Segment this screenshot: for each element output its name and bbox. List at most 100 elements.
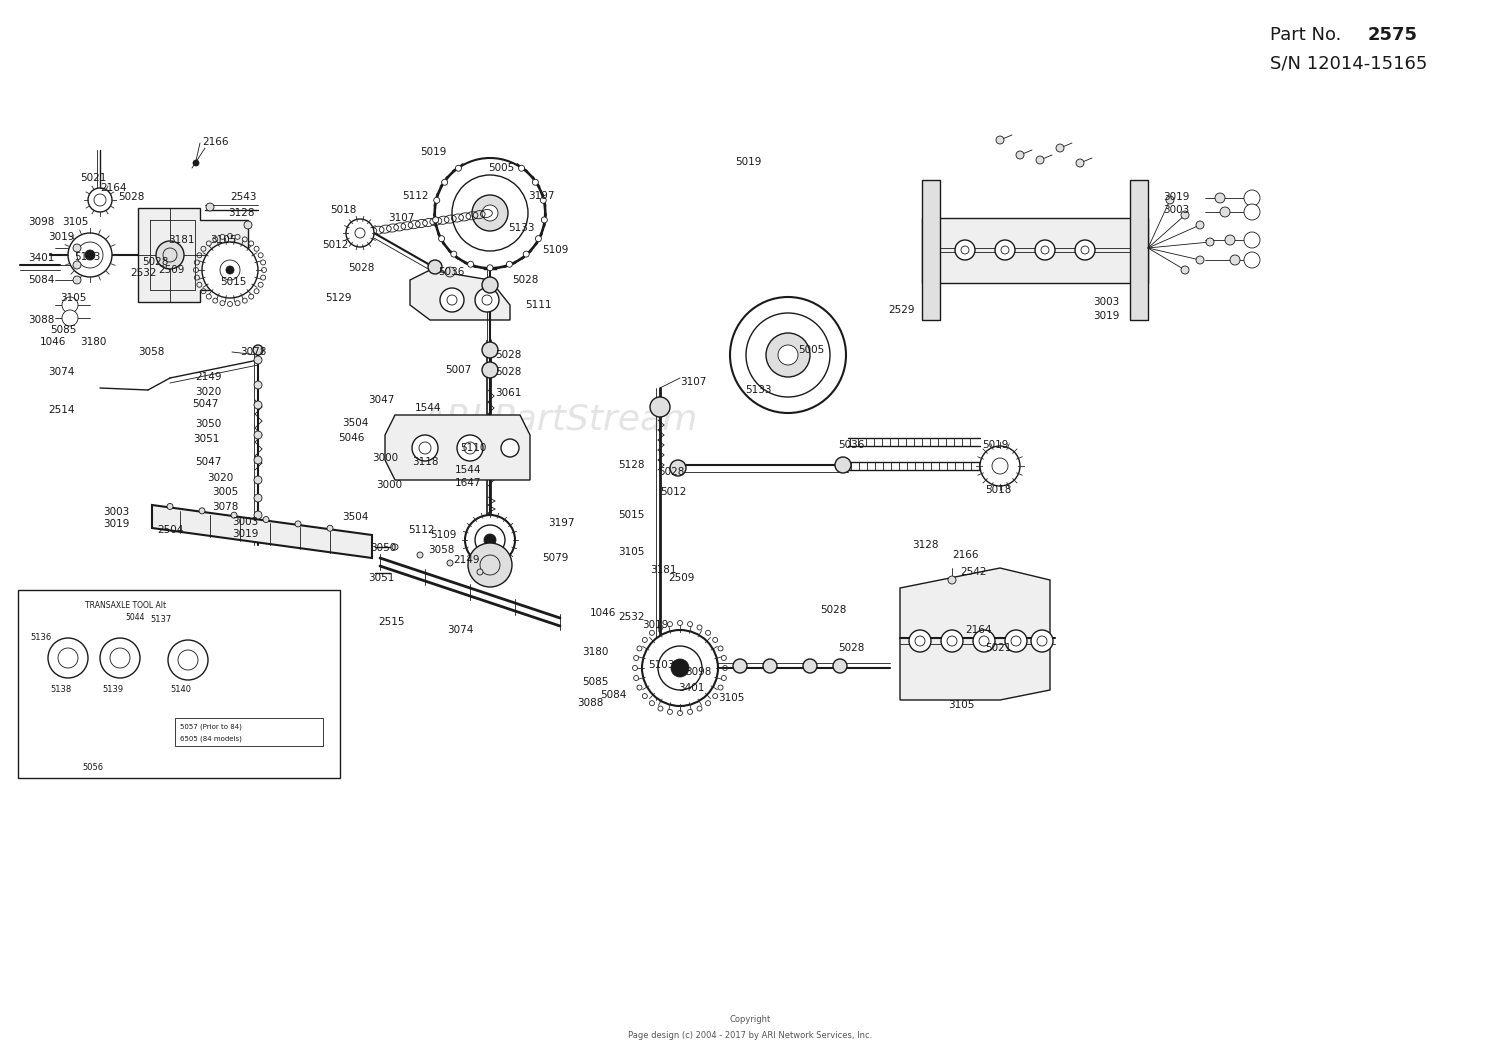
Circle shape bbox=[465, 515, 514, 565]
Text: Part No.: Part No. bbox=[1270, 26, 1347, 44]
Circle shape bbox=[994, 239, 1016, 260]
Text: 5021: 5021 bbox=[80, 173, 106, 183]
Circle shape bbox=[200, 507, 206, 514]
Circle shape bbox=[940, 630, 963, 652]
Text: 5139: 5139 bbox=[102, 686, 123, 694]
Circle shape bbox=[166, 503, 172, 510]
Text: 2532: 2532 bbox=[130, 268, 156, 279]
Text: 5138: 5138 bbox=[50, 686, 72, 694]
Circle shape bbox=[730, 298, 846, 413]
Text: 5137: 5137 bbox=[150, 615, 171, 625]
Text: 3003: 3003 bbox=[104, 507, 129, 517]
Text: 5044: 5044 bbox=[124, 613, 144, 621]
Text: 2149: 2149 bbox=[453, 555, 480, 565]
Text: 5047: 5047 bbox=[192, 399, 219, 409]
Circle shape bbox=[62, 298, 78, 313]
Circle shape bbox=[650, 397, 670, 417]
Circle shape bbox=[254, 494, 262, 502]
Text: 5007: 5007 bbox=[446, 365, 471, 375]
Text: 5005: 5005 bbox=[798, 345, 825, 354]
Text: 5112: 5112 bbox=[408, 525, 435, 535]
Polygon shape bbox=[922, 180, 940, 320]
Text: 3197: 3197 bbox=[548, 518, 574, 528]
Circle shape bbox=[226, 266, 234, 274]
Circle shape bbox=[413, 435, 438, 461]
Text: S/N 12014-15165: S/N 12014-15165 bbox=[1270, 54, 1428, 72]
Circle shape bbox=[734, 659, 747, 673]
Circle shape bbox=[254, 431, 262, 439]
Text: 3098: 3098 bbox=[686, 667, 711, 677]
Text: 2509: 2509 bbox=[158, 265, 184, 275]
Circle shape bbox=[948, 576, 956, 584]
Circle shape bbox=[438, 235, 444, 242]
Circle shape bbox=[254, 345, 262, 354]
Text: 3105: 3105 bbox=[948, 701, 975, 710]
Text: 3504: 3504 bbox=[342, 512, 369, 522]
Circle shape bbox=[1056, 143, 1064, 152]
Text: 2166: 2166 bbox=[202, 137, 228, 147]
Circle shape bbox=[202, 242, 258, 298]
Text: 3180: 3180 bbox=[582, 647, 609, 657]
Circle shape bbox=[458, 435, 483, 461]
Circle shape bbox=[74, 244, 81, 252]
Text: 1046: 1046 bbox=[40, 337, 66, 347]
Text: 5136: 5136 bbox=[30, 633, 51, 641]
Text: 3019: 3019 bbox=[232, 529, 258, 539]
Text: 5133: 5133 bbox=[509, 223, 534, 233]
Text: 3181: 3181 bbox=[168, 235, 195, 245]
Circle shape bbox=[833, 659, 848, 673]
Circle shape bbox=[206, 203, 214, 211]
Text: 3180: 3180 bbox=[80, 337, 106, 347]
Text: 5028: 5028 bbox=[348, 263, 375, 273]
Text: 3003: 3003 bbox=[232, 517, 258, 528]
Text: 2166: 2166 bbox=[952, 550, 978, 560]
Text: 3181: 3181 bbox=[650, 565, 676, 575]
Circle shape bbox=[440, 288, 464, 312]
Text: 5128: 5128 bbox=[618, 460, 645, 469]
Text: Page design (c) 2004 - 2017 by ARI Network Services, Inc.: Page design (c) 2004 - 2017 by ARI Netwo… bbox=[628, 1031, 872, 1039]
Circle shape bbox=[1206, 238, 1214, 246]
Circle shape bbox=[48, 638, 88, 678]
Circle shape bbox=[447, 560, 453, 565]
Circle shape bbox=[1226, 235, 1234, 245]
Text: 3197: 3197 bbox=[528, 191, 555, 202]
Text: 2509: 2509 bbox=[668, 573, 694, 583]
Text: 2532: 2532 bbox=[618, 612, 645, 622]
Circle shape bbox=[100, 638, 140, 678]
Circle shape bbox=[441, 179, 447, 186]
Circle shape bbox=[482, 342, 498, 358]
Text: 3107: 3107 bbox=[388, 213, 414, 223]
Circle shape bbox=[392, 544, 398, 550]
Text: 3128: 3128 bbox=[228, 208, 255, 218]
Text: 2529: 2529 bbox=[888, 305, 915, 315]
Text: 5140: 5140 bbox=[170, 686, 190, 694]
Circle shape bbox=[802, 659, 818, 673]
Text: 3051: 3051 bbox=[368, 573, 394, 583]
Text: TRANSAXLE TOOL Alt: TRANSAXLE TOOL Alt bbox=[86, 600, 166, 610]
Circle shape bbox=[540, 197, 546, 204]
Text: 2164: 2164 bbox=[964, 625, 992, 635]
Text: 5109: 5109 bbox=[430, 530, 456, 540]
Text: 5028: 5028 bbox=[839, 642, 864, 653]
Circle shape bbox=[244, 220, 252, 229]
Text: 5028: 5028 bbox=[821, 605, 846, 615]
Circle shape bbox=[980, 446, 1020, 486]
Text: 5036: 5036 bbox=[438, 267, 465, 277]
Circle shape bbox=[974, 630, 994, 652]
Text: 3105: 3105 bbox=[718, 693, 744, 703]
Text: 3003: 3003 bbox=[1094, 298, 1119, 307]
Circle shape bbox=[507, 262, 513, 267]
Circle shape bbox=[168, 640, 208, 680]
Text: 2575: 2575 bbox=[1368, 26, 1417, 44]
Circle shape bbox=[417, 552, 423, 558]
Text: 1544: 1544 bbox=[454, 465, 482, 475]
Text: 5015: 5015 bbox=[618, 510, 645, 520]
Circle shape bbox=[1035, 239, 1054, 260]
Text: 3107: 3107 bbox=[680, 377, 706, 387]
Text: 3401: 3401 bbox=[678, 683, 705, 693]
Text: 3003: 3003 bbox=[1162, 205, 1190, 215]
Circle shape bbox=[68, 233, 112, 277]
Text: 3020: 3020 bbox=[207, 473, 234, 483]
Text: 5021: 5021 bbox=[986, 642, 1011, 653]
Circle shape bbox=[477, 569, 483, 575]
